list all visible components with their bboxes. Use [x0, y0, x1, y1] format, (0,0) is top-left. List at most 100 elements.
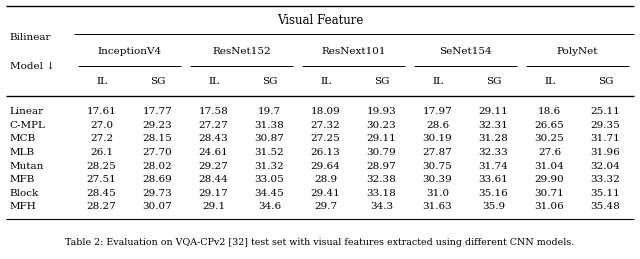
Text: Block: Block	[10, 189, 39, 198]
Text: 31.74: 31.74	[479, 162, 508, 171]
Text: 32.38: 32.38	[367, 175, 396, 184]
Text: 29.11: 29.11	[367, 134, 396, 143]
Text: 29.11: 29.11	[479, 107, 508, 116]
Text: 33.32: 33.32	[591, 175, 620, 184]
Text: 29.27: 29.27	[199, 162, 228, 171]
Text: 30.39: 30.39	[423, 175, 452, 184]
Text: 28.02: 28.02	[143, 162, 172, 171]
Text: SeNet154: SeNet154	[439, 47, 492, 56]
Text: SG: SG	[262, 77, 277, 86]
Text: 31.96: 31.96	[591, 148, 620, 157]
Text: IL: IL	[544, 77, 555, 86]
Text: 31.71: 31.71	[591, 134, 620, 143]
Text: 31.63: 31.63	[423, 202, 452, 211]
Text: C-MPL: C-MPL	[10, 121, 45, 130]
Text: IL: IL	[96, 77, 107, 86]
Text: 27.51: 27.51	[87, 175, 116, 184]
Text: 29.7: 29.7	[314, 202, 337, 211]
Text: Visual Feature: Visual Feature	[277, 14, 363, 27]
Text: 28.45: 28.45	[87, 189, 116, 198]
Text: Mutan: Mutan	[10, 162, 44, 171]
Text: IL: IL	[432, 77, 443, 86]
Text: 31.0: 31.0	[426, 189, 449, 198]
Text: 28.15: 28.15	[143, 134, 172, 143]
Text: SG: SG	[486, 77, 501, 86]
Text: 30.23: 30.23	[367, 121, 396, 130]
Text: 31.32: 31.32	[255, 162, 284, 171]
Text: Table 2: Evaluation on VQA-CPv2 [32] test set with visual features extracted usi: Table 2: Evaluation on VQA-CPv2 [32] tes…	[65, 238, 575, 247]
Text: 29.64: 29.64	[311, 162, 340, 171]
Text: 18.09: 18.09	[311, 107, 340, 116]
Text: 27.6: 27.6	[538, 148, 561, 157]
Text: 29.17: 29.17	[199, 189, 228, 198]
Text: 27.70: 27.70	[143, 148, 172, 157]
Text: 31.38: 31.38	[255, 121, 284, 130]
Text: 35.16: 35.16	[479, 189, 508, 198]
Text: 27.25: 27.25	[311, 134, 340, 143]
Text: 19.7: 19.7	[258, 107, 281, 116]
Text: 17.97: 17.97	[423, 107, 452, 116]
Text: 30.87: 30.87	[255, 134, 284, 143]
Text: 26.1: 26.1	[90, 148, 113, 157]
Text: 28.69: 28.69	[143, 175, 172, 184]
Text: 34.45: 34.45	[255, 189, 284, 198]
Text: 17.58: 17.58	[199, 107, 228, 116]
Text: Bilinear: Bilinear	[10, 33, 51, 42]
Text: 17.77: 17.77	[143, 107, 172, 116]
Text: 30.07: 30.07	[143, 202, 172, 211]
Text: SG: SG	[598, 77, 613, 86]
Text: 27.2: 27.2	[90, 134, 113, 143]
Text: 24.61: 24.61	[199, 148, 228, 157]
Text: 26.65: 26.65	[535, 121, 564, 130]
Text: MFH: MFH	[10, 202, 36, 211]
Text: 27.0: 27.0	[90, 121, 113, 130]
Text: IL: IL	[208, 77, 219, 86]
Text: 26.13: 26.13	[311, 148, 340, 157]
Text: SG: SG	[150, 77, 165, 86]
Text: 29.41: 29.41	[311, 189, 340, 198]
Text: Linear: Linear	[10, 107, 44, 116]
Text: InceptionV4: InceptionV4	[97, 47, 162, 56]
Text: 31.28: 31.28	[479, 134, 508, 143]
Text: 31.06: 31.06	[535, 202, 564, 211]
Text: 28.9: 28.9	[314, 175, 337, 184]
Text: 35.9: 35.9	[482, 202, 505, 211]
Text: ResNet152: ResNet152	[212, 47, 271, 56]
Text: 33.61: 33.61	[479, 175, 508, 184]
Text: MLB: MLB	[10, 148, 35, 157]
Text: IL: IL	[320, 77, 331, 86]
Text: MFB: MFB	[10, 175, 35, 184]
Text: 28.6: 28.6	[426, 121, 449, 130]
Text: 30.19: 30.19	[423, 134, 452, 143]
Text: 29.1: 29.1	[202, 202, 225, 211]
Text: 19.93: 19.93	[367, 107, 396, 116]
Text: SG: SG	[374, 77, 389, 86]
Text: 17.61: 17.61	[87, 107, 116, 116]
Text: 32.04: 32.04	[591, 162, 620, 171]
Text: 28.44: 28.44	[199, 175, 228, 184]
Text: 29.73: 29.73	[143, 189, 172, 198]
Text: 28.97: 28.97	[367, 162, 396, 171]
Text: MCB: MCB	[10, 134, 36, 143]
Text: 30.75: 30.75	[423, 162, 452, 171]
Text: 18.6: 18.6	[538, 107, 561, 116]
Text: 28.43: 28.43	[199, 134, 228, 143]
Text: 33.05: 33.05	[255, 175, 284, 184]
Text: 32.33: 32.33	[479, 148, 508, 157]
Text: 27.87: 27.87	[423, 148, 452, 157]
Text: 30.25: 30.25	[535, 134, 564, 143]
Text: 25.11: 25.11	[591, 107, 620, 116]
Text: 28.25: 28.25	[87, 162, 116, 171]
Text: 29.35: 29.35	[591, 121, 620, 130]
Text: 27.32: 27.32	[311, 121, 340, 130]
Text: Model ↓: Model ↓	[10, 62, 54, 70]
Text: PolyNet: PolyNet	[557, 47, 598, 56]
Text: 30.79: 30.79	[367, 148, 396, 157]
Text: 30.71: 30.71	[535, 189, 564, 198]
Text: 31.52: 31.52	[255, 148, 284, 157]
Text: 31.04: 31.04	[535, 162, 564, 171]
Text: 28.27: 28.27	[87, 202, 116, 211]
Text: 32.31: 32.31	[479, 121, 508, 130]
Text: 34.3: 34.3	[370, 202, 393, 211]
Text: 35.11: 35.11	[591, 189, 620, 198]
